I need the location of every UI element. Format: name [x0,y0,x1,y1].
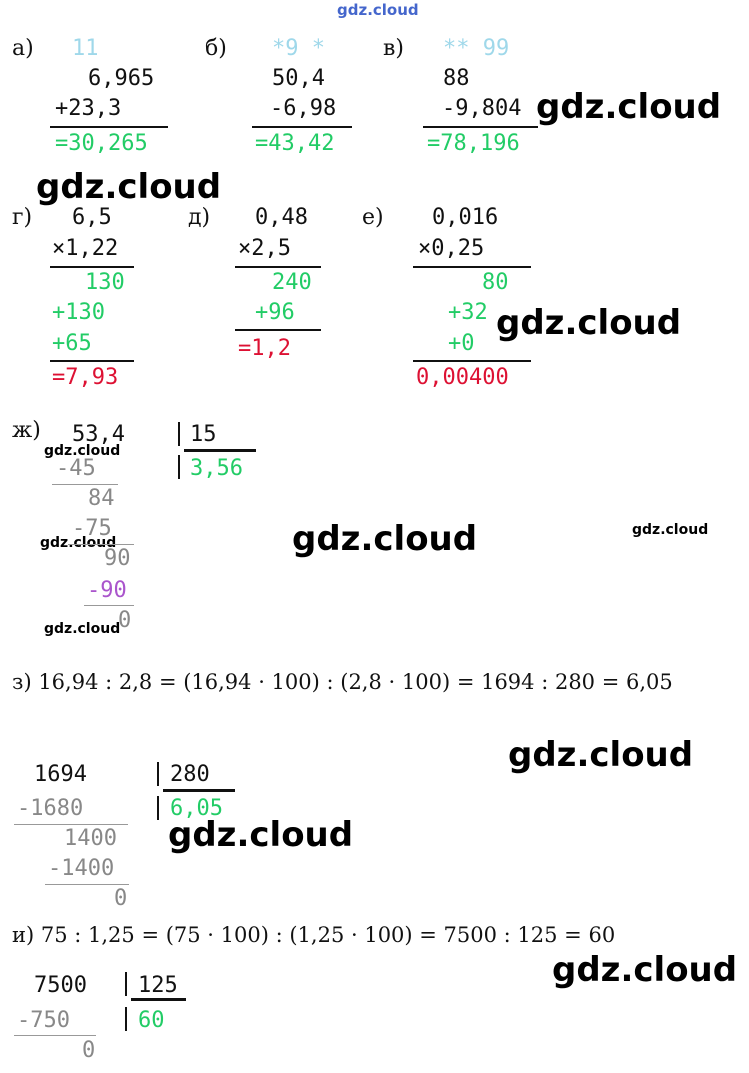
rem-z-2: 0 [114,886,128,911]
watermark: gdz.cloud [40,535,117,551]
label-v: в) [383,36,404,61]
line-zh-1 [52,484,118,485]
label-zh: ж) [12,418,41,443]
watermark: gdz.cloud [44,621,121,637]
div-bar-i-2 [125,1007,127,1031]
result-e: 0,00400 [416,365,509,390]
line-b [252,126,352,128]
operand-d-1: 0,48 [255,205,308,230]
line-g-2 [50,360,134,362]
operand-g-1: 6,5 [72,205,112,230]
dividend-z: 1694 [34,762,87,787]
sub-i-1: -750 [17,1008,70,1033]
label-e: е) [362,205,384,230]
operand-g-2: ×1,22 [52,236,119,261]
operand-e-2: ×0,25 [418,236,485,261]
watermark: gdz.cloud [508,735,694,775]
result-a: =30,265 [55,131,148,156]
rem-i-1: 0 [82,1038,96,1063]
divisor-z: 280 [170,762,210,787]
partial-e-2: +32 [448,300,488,325]
div-line-zh [184,449,256,452]
sub-z-1: -1680 [17,796,84,821]
label-g: г) [12,205,33,230]
label-a: а) [12,36,34,61]
result-b: =43,42 [255,131,335,156]
watermark: gdz.cloud [536,87,722,127]
partial-e-3: +0 [448,331,475,356]
expression-i: и) 75 : 1,25 = (75 · 100) : (1,25 · 100)… [12,923,616,947]
line-i-1 [14,1035,96,1036]
div-line-z [163,789,235,792]
operand-a-2: +23,3 [55,96,122,121]
watermark: gdz.cloud [168,815,354,855]
partial-g-1: 130 [85,270,125,295]
div-bar-z-1 [157,762,159,786]
dividend-i: 7500 [34,973,87,998]
result-d: =1,2 [238,336,291,361]
partial-d-1: 240 [272,270,312,295]
operand-e-1: 0,016 [432,205,499,230]
sub-zh-1: -45 [56,456,96,481]
carry-b: *9 * [272,36,325,61]
operand-b-1: 50,4 [272,66,325,91]
partial-g-3: +65 [52,331,92,356]
label-d: д) [188,205,211,230]
line-e-2 [413,360,531,362]
line-v [423,126,538,128]
divisor-i: 125 [138,973,178,998]
result-v: =78,196 [427,131,520,156]
rem-zh-3: 0 [118,608,132,633]
div-bar-zh-2 [178,455,180,479]
operand-v-2: -9,804 [442,96,522,121]
div-bar-i-1 [125,972,127,996]
line-e-1 [413,266,531,268]
line-zh-2 [68,544,134,545]
watermark: gdz.cloud [552,950,738,990]
rem-z-1: 1400 [64,826,117,851]
operand-b-2: -6,98 [270,96,337,121]
line-a [50,126,168,128]
operand-v-1: 88 [443,66,470,91]
partial-e-1: 80 [482,270,509,295]
rem-zh-2: 90 [104,546,131,571]
carry-v: ** 99 [443,36,510,61]
quotient-z: 6,05 [170,796,223,821]
expression-z: з) 16,94 : 2,8 = (16,94 · 100) : (2,8 · … [12,670,673,694]
rem-zh-1: 84 [88,486,115,511]
result-g: =7,93 [52,365,119,390]
operand-d-2: ×2,5 [238,236,291,261]
partial-g-2: +130 [52,300,105,325]
div-bar-zh-1 [178,422,180,446]
line-d-2 [235,329,321,331]
div-bar-z-2 [157,796,159,820]
line-z-2 [45,884,129,885]
sub-z-2: -1400 [48,856,115,881]
divisor-zh: 15 [190,422,217,447]
line-g-1 [50,266,134,268]
line-zh-3 [84,605,134,606]
watermark: gdz.cloud [632,522,709,538]
watermark: gdz.cloud [36,167,222,207]
carry-a: 11 [72,36,99,61]
sub-zh-3: -90 [87,578,127,603]
watermark: gdz.cloud [44,443,121,459]
line-d-1 [235,266,321,268]
watermark: gdz.cloud [496,303,682,343]
div-line-i [131,998,186,1001]
operand-a-1: 6,965 [88,66,155,91]
partial-d-2: +96 [255,300,295,325]
sub-zh-2: -75 [72,516,112,541]
watermark-top: gdz.cloud [337,1,419,19]
watermark: gdz.cloud [292,519,478,559]
label-b: б) [205,36,227,61]
quotient-zh: 3,56 [190,456,243,481]
dividend-zh: 53,4 [72,422,125,447]
quotient-i: 60 [138,1008,165,1033]
line-z-1 [14,824,128,825]
